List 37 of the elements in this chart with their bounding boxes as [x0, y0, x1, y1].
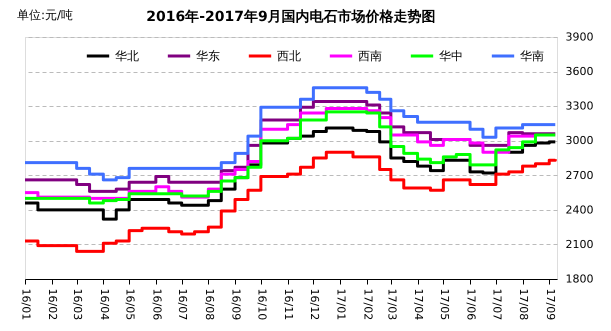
y-tick-label: 3300	[566, 100, 594, 113]
x-tick-label: 17/03	[385, 288, 398, 320]
x-tick-label: 17/04	[412, 288, 426, 320]
x-tick-label: 17/09	[544, 288, 557, 320]
x-tick-label: 16/11	[282, 288, 296, 320]
y-tick-label: 3600	[566, 65, 594, 78]
text: 单位:元/吨	[17, 8, 74, 22]
x-tick-label: 17/08	[517, 288, 530, 320]
x-tick-label: 17/02	[361, 288, 374, 320]
y-tick-label: 1800	[566, 272, 594, 286]
x-tick-label: 16/06	[150, 288, 164, 320]
x-tick-label: 17/05	[438, 288, 451, 320]
legend-label: 西北	[277, 49, 301, 63]
x-tick-label: 16/02	[46, 288, 60, 320]
x-tick-label: 17/01	[334, 288, 348, 320]
x-tick-label: 16/09	[230, 288, 243, 320]
y-tick-label: 2100	[566, 238, 594, 251]
legend-label: 华南	[520, 49, 544, 63]
legend-label: 西南	[358, 49, 382, 63]
x-tick-label: 16/01	[20, 288, 32, 320]
x-tick-label: 16/05	[124, 288, 137, 320]
legend-label: 华北	[115, 49, 139, 63]
x-tick-label: 16/08	[202, 288, 216, 320]
legend-label: 华东	[196, 49, 220, 63]
chart-title: 2016年-2017年9月国内电石市场价格走势图	[146, 8, 436, 25]
x-tick-label: 17/07	[490, 288, 504, 320]
x-tick-label: 16/12	[308, 288, 321, 320]
y-tick-label: 3000	[566, 134, 594, 148]
x-tick-label: 16/04	[98, 288, 111, 320]
x-tick-label: 17/06	[464, 288, 478, 320]
legend-label: 华中	[439, 49, 463, 63]
x-tick-label: 16/10	[255, 288, 268, 320]
y-tick-label: 3900	[566, 30, 594, 44]
x-tick-label: 16/07	[176, 288, 190, 320]
y-tick-label: 2400	[566, 203, 594, 216]
y-tick-label: 2700	[566, 168, 594, 182]
x-tick-label: 16/03	[71, 288, 84, 320]
